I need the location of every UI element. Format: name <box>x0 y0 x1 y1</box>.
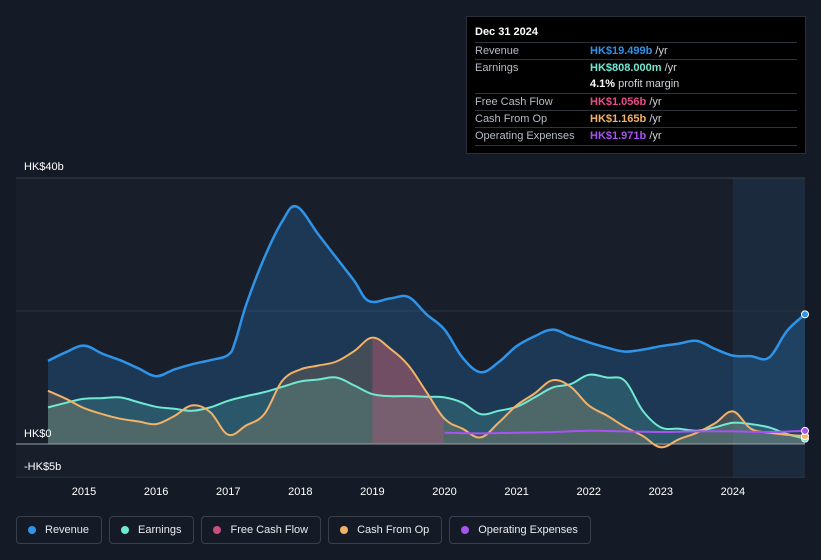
legend-dot-icon <box>213 526 222 534</box>
earnings-area <box>48 374 805 444</box>
legend-dot-icon <box>340 526 349 534</box>
tooltip-unit: /yr <box>646 113 662 125</box>
tooltip-unit: /yr <box>652 45 668 57</box>
tooltip-value: HK$1.056b <box>590 96 647 108</box>
x-tick-label: 2017 <box>216 486 240 498</box>
tooltip-value: HK$1.165b <box>590 113 647 125</box>
earnings-line <box>47 373 806 440</box>
x-tick-label: 2016 <box>144 486 168 498</box>
tooltip-row-revenue: Revenue HK$19.499b /yr <box>475 42 797 60</box>
tooltip-label: Earnings <box>475 62 519 74</box>
legend-dot-icon <box>121 526 130 534</box>
legend-item-cash-from-op[interactable]: Cash From Op <box>328 516 443 544</box>
free-cash-flow-area <box>372 337 444 444</box>
y-tick-label: -HK$5b <box>24 461 61 473</box>
legend-item-operating-expenses[interactable]: Operating Expenses <box>449 516 591 544</box>
tooltip-row-cfo: Cash From Op HK$1.165b /yr <box>475 110 797 128</box>
tooltip-label: Revenue <box>475 45 520 57</box>
legend-dot-icon <box>28 526 36 534</box>
operating-expenses-end-marker <box>801 426 809 435</box>
legend-label: Revenue <box>45 524 90 536</box>
operating-expenses-line <box>444 429 806 435</box>
tooltip-row-earnings: Earnings HK$808.000m /yr <box>475 59 797 77</box>
legend-item-earnings[interactable]: Earnings <box>109 516 195 544</box>
revenue-area <box>48 206 805 444</box>
tooltip-value: HK$19.499b <box>590 45 653 57</box>
legend-label: Cash From Op <box>357 524 430 536</box>
x-tick-label: 2024 <box>721 486 745 498</box>
legend-item-free-cash-flow[interactable]: Free Cash Flow <box>201 516 322 544</box>
x-tick-label: 2022 <box>576 486 600 498</box>
revenue-line <box>47 204 806 378</box>
tooltip-unit: profit margin <box>615 78 680 90</box>
legend-item-revenue[interactable]: Revenue <box>16 516 103 544</box>
tooltip-unit: /yr <box>646 130 662 142</box>
x-tick-label: 2015 <box>72 486 96 498</box>
tooltip-panel: Dec 31 2024 Revenue HK$19.499b /yr Earni… <box>466 16 806 154</box>
x-tick-label: 2023 <box>649 486 673 498</box>
tooltip-label: Cash From Op <box>475 113 548 125</box>
y-tick-label: HK$40b <box>24 161 64 173</box>
legend-label: Operating Expenses <box>478 524 578 536</box>
cash-from-op-line <box>47 336 806 449</box>
chart: HK$40b HK$0 -HK$5b 2015 2016 2017 2018 2019 2020… <box>16 161 809 498</box>
tooltip-unit: /yr <box>661 62 677 74</box>
x-tick-label: 2021 <box>504 486 528 498</box>
x-tick-label: 2018 <box>288 486 312 498</box>
legend-label: Free Cash Flow <box>230 524 309 536</box>
x-tick-label: 2020 <box>432 486 456 498</box>
legend: Revenue Earnings Free Cash Flow Cash Fro… <box>16 516 591 546</box>
tooltip-row-fcf: Free Cash Flow HK$1.056b /yr <box>475 93 797 111</box>
revenue-end-marker <box>801 310 809 319</box>
tooltip-label: Operating Expenses <box>475 130 575 142</box>
legend-dot-icon <box>461 526 470 534</box>
tooltip-value: HK$1.971b <box>590 130 647 142</box>
tooltip-value: 4.1% <box>590 78 616 90</box>
tooltip-unit: /yr <box>646 96 662 108</box>
tooltip-row-margin: 4.1% profit margin <box>475 76 797 93</box>
tooltip-row-opex: Operating Expenses HK$1.971b /yr <box>475 127 797 146</box>
tooltip-label: Free Cash Flow <box>475 96 553 108</box>
tooltip-date: Dec 31 2024 <box>475 26 538 38</box>
x-tick-label: 2019 <box>360 486 384 498</box>
legend-label: Earnings <box>138 524 182 536</box>
y-tick-label: HK$0 <box>24 428 52 440</box>
tooltip-value: HK$808.000m <box>590 62 662 74</box>
